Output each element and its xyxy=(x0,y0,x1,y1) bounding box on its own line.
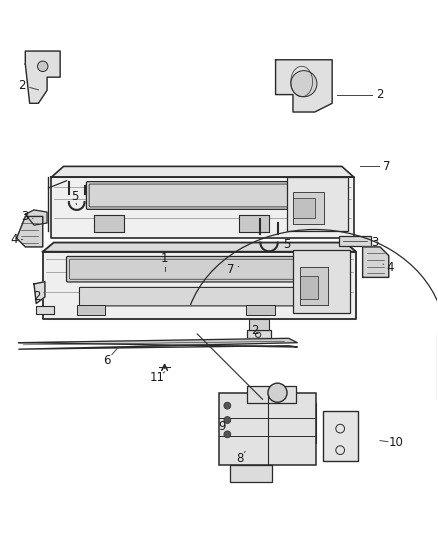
Polygon shape xyxy=(25,51,60,103)
Polygon shape xyxy=(17,216,43,247)
Text: 10: 10 xyxy=(388,437,403,449)
Text: 3: 3 xyxy=(21,210,29,223)
Text: 2: 2 xyxy=(376,88,384,101)
FancyBboxPatch shape xyxy=(67,256,332,282)
Circle shape xyxy=(268,383,287,402)
Circle shape xyxy=(224,416,231,424)
Bar xyxy=(250,319,269,329)
Polygon shape xyxy=(276,60,332,112)
Text: 4: 4 xyxy=(386,261,394,274)
FancyBboxPatch shape xyxy=(86,182,319,209)
Text: 8: 8 xyxy=(236,453,244,465)
Polygon shape xyxy=(43,243,356,252)
Polygon shape xyxy=(363,247,389,277)
Bar xyxy=(239,214,269,232)
Circle shape xyxy=(38,61,48,71)
Bar xyxy=(247,329,271,338)
FancyBboxPatch shape xyxy=(79,287,319,306)
Text: 6: 6 xyxy=(103,354,110,367)
Text: 2: 2 xyxy=(251,324,258,337)
Polygon shape xyxy=(25,210,47,225)
Text: 7: 7 xyxy=(227,263,235,277)
Bar xyxy=(77,305,106,315)
Bar xyxy=(339,236,371,246)
Bar xyxy=(300,276,318,299)
Text: 5: 5 xyxy=(283,238,290,251)
Text: 3: 3 xyxy=(371,236,378,249)
Bar xyxy=(36,305,53,314)
Bar xyxy=(293,191,324,224)
Bar xyxy=(219,393,317,465)
Bar xyxy=(247,385,296,403)
Bar xyxy=(293,198,314,218)
Circle shape xyxy=(291,71,317,97)
Text: 11: 11 xyxy=(150,372,165,384)
Polygon shape xyxy=(51,166,354,177)
Bar xyxy=(323,410,358,461)
Bar xyxy=(94,214,124,232)
Text: 5: 5 xyxy=(71,190,78,204)
Bar xyxy=(247,305,275,315)
Text: 2: 2 xyxy=(33,289,41,303)
Bar xyxy=(293,250,350,313)
Polygon shape xyxy=(34,282,45,303)
Text: 4: 4 xyxy=(11,232,18,246)
Text: 7: 7 xyxy=(383,160,390,173)
Text: 2: 2 xyxy=(18,79,26,92)
Text: 1: 1 xyxy=(161,252,168,265)
Circle shape xyxy=(224,431,231,438)
Polygon shape xyxy=(51,177,354,238)
Bar xyxy=(300,267,328,305)
Bar xyxy=(287,177,348,231)
Polygon shape xyxy=(19,338,297,349)
Circle shape xyxy=(224,402,231,409)
Text: 9: 9 xyxy=(218,420,226,433)
Polygon shape xyxy=(43,252,356,319)
Bar xyxy=(230,465,272,482)
